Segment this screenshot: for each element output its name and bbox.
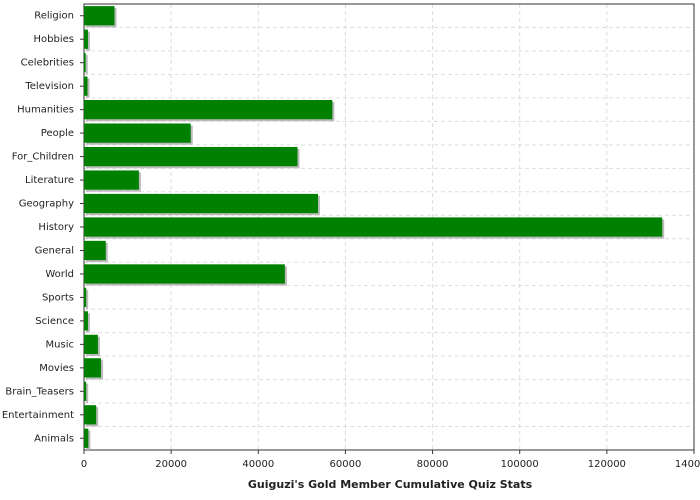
bar [84,358,101,378]
bar [84,217,663,237]
chart-title: Guiguzi's Gold Member Cumulative Quiz St… [248,478,533,491]
bar [84,428,89,448]
bar [84,6,115,26]
x-tick-label: 100000 [501,459,539,470]
x-tick-label: 120000 [588,459,626,470]
y-tick-label: Sports [42,292,74,303]
y-tick-label: Entertainment [2,410,74,421]
bar [84,123,191,143]
y-tick-label: Religion [34,11,74,22]
bar [84,381,87,401]
y-tick-label: Science [35,316,74,327]
bar [84,76,88,96]
bar-shadow [86,31,90,51]
bar [84,240,106,261]
bar [84,311,88,331]
x-tick-label: 140000 [675,459,700,470]
y-tick-label: World [45,269,74,280]
y-tick-label: Television [24,81,74,92]
bar [84,146,298,167]
bar [84,193,318,214]
x-tick-label: 0 [81,459,87,470]
y-tick-label: Animals [34,433,74,444]
y-tick-label: Brain_Teasers [5,386,74,397]
bar [84,405,97,425]
y-tick-label: Literature [25,175,74,186]
bar [84,53,86,73]
bar-shadow [86,383,89,403]
x-tick-label: 20000 [155,459,187,470]
bar-shadow [86,55,88,75]
y-tick-label: For_Children [12,152,74,163]
x-tick-label: 80000 [417,459,449,470]
bar [84,287,87,308]
x-tick-label: 60000 [330,459,362,470]
y-tick-label: Hobbies [34,34,74,45]
y-tick-label: Celebrities [21,58,74,69]
x-tick-label: 40000 [242,459,274,470]
y-tick-label: People [41,128,74,139]
bar [84,170,139,190]
y-tick-label: Movies [39,363,74,374]
bar [84,264,285,284]
y-tick-label: General [35,245,74,256]
bar-shadow [86,313,90,333]
bar [84,29,88,49]
y-tick-label: Humanities [17,105,74,116]
bar [84,334,98,354]
y-tick-label: Geography [19,199,74,210]
bar [84,100,333,120]
y-tick-label: History [38,222,74,233]
bar-shadow [86,289,89,310]
y-tick-label: Music [46,339,74,350]
bar-shadow [86,78,90,98]
